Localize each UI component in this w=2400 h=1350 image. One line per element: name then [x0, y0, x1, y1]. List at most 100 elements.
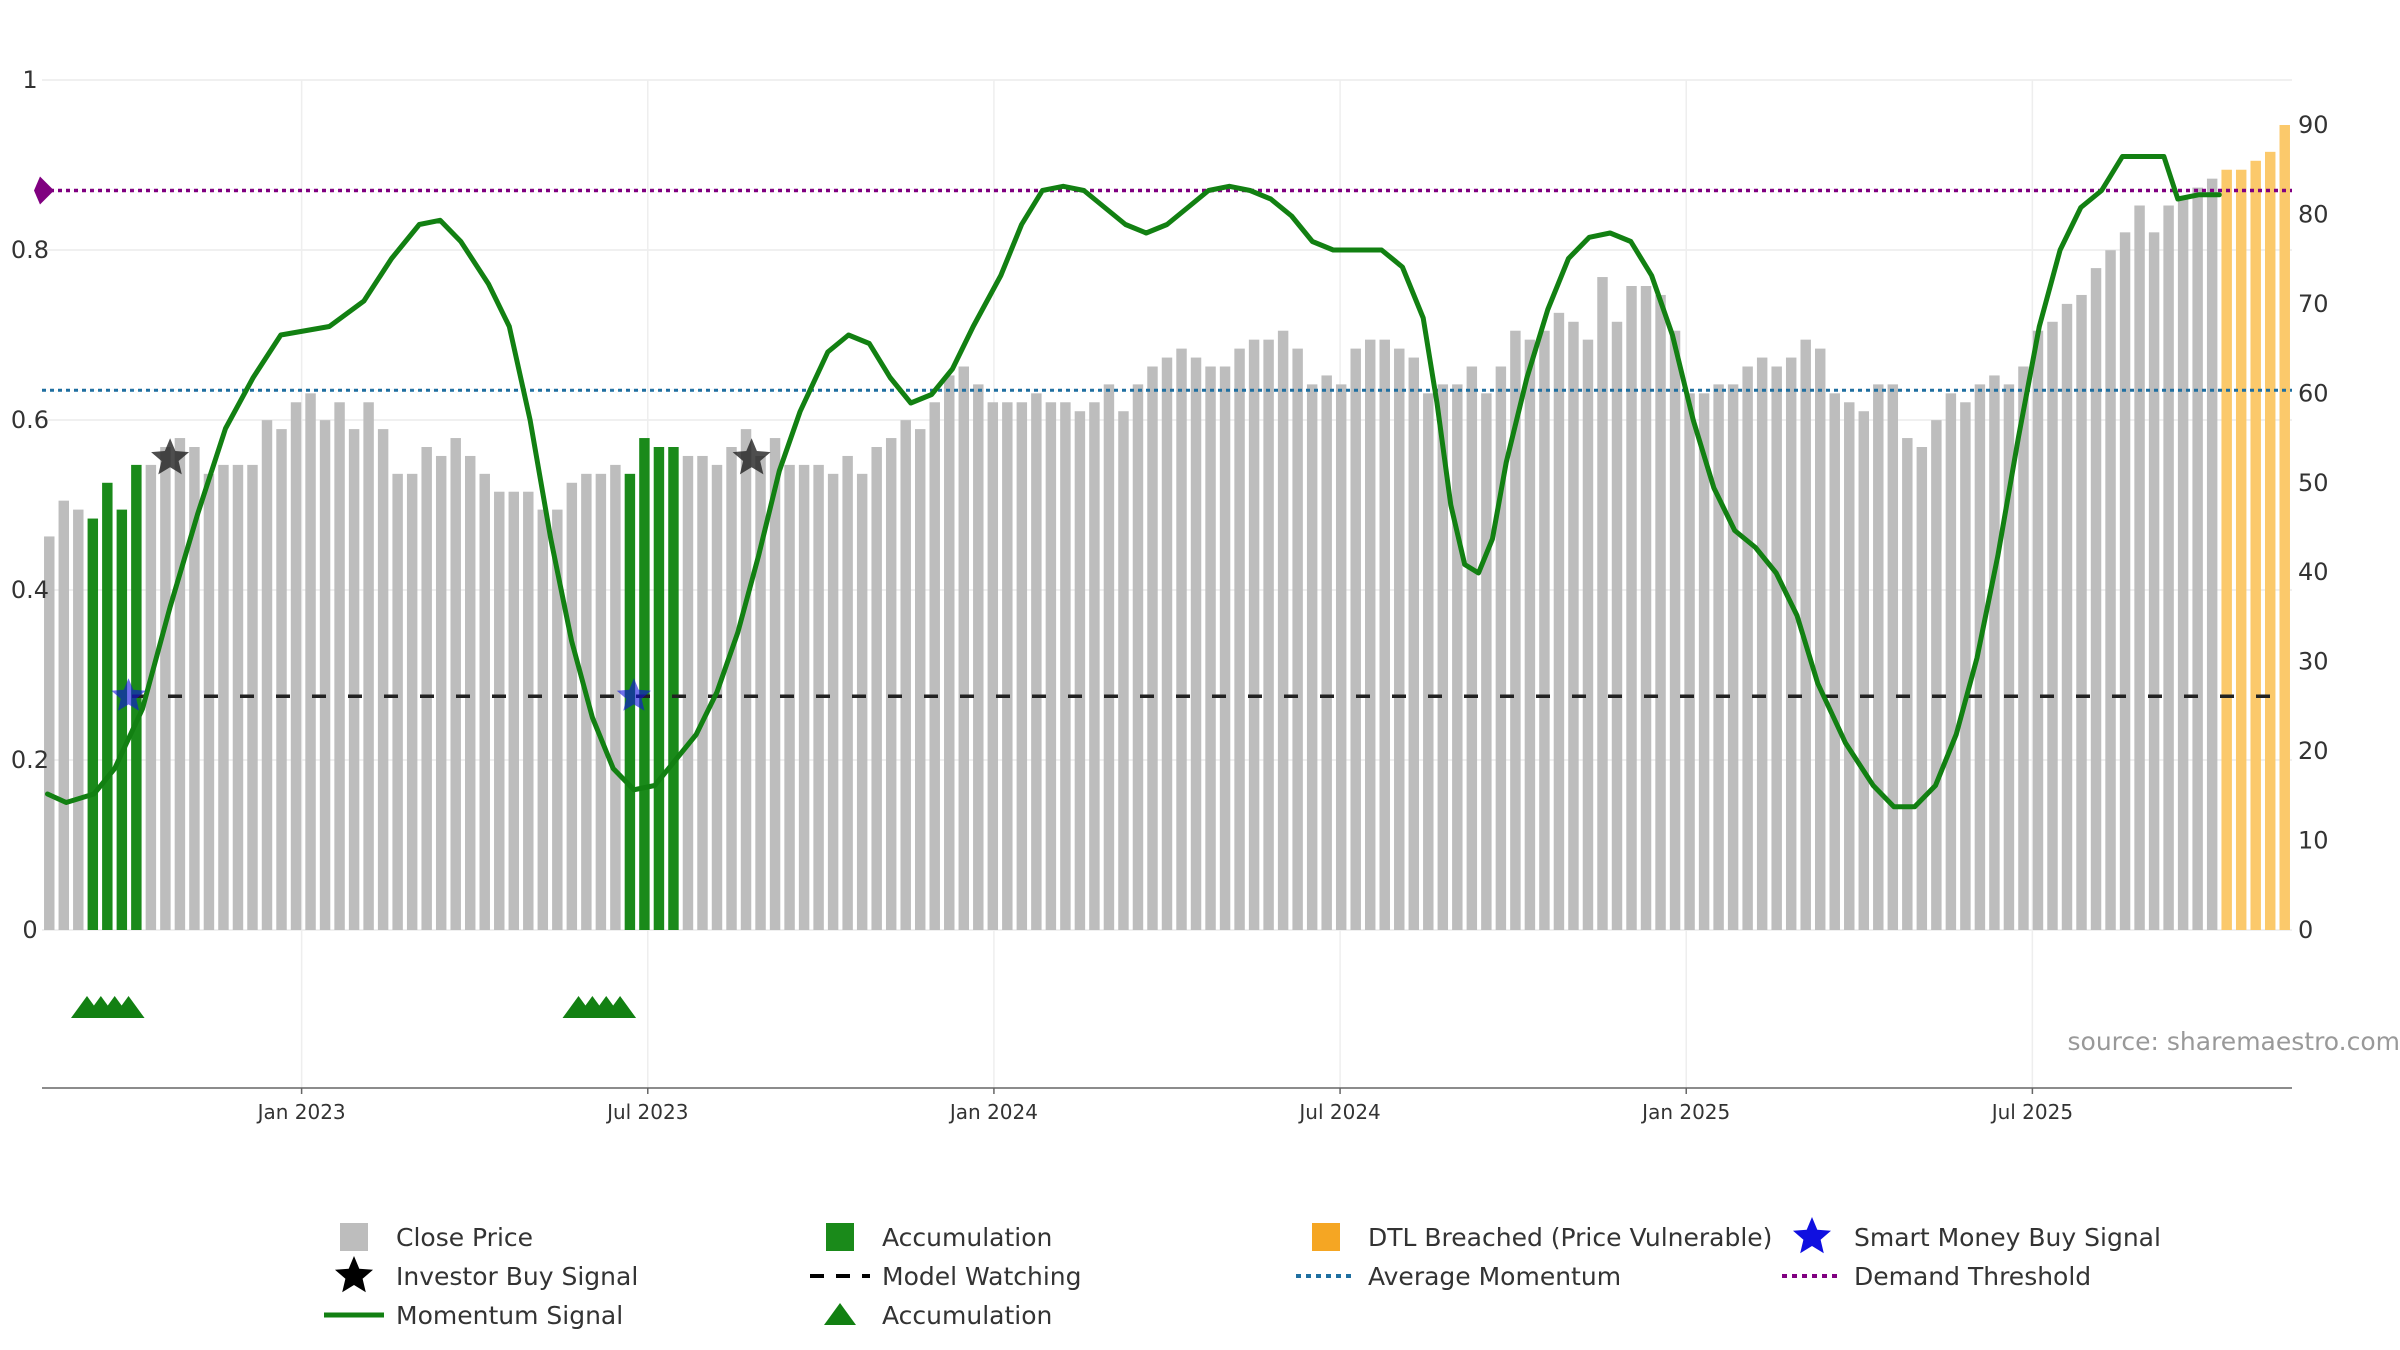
close-price-bar	[1713, 384, 1724, 930]
signal-markers	[71, 438, 771, 1018]
left-axis-tick-label: 0.4	[11, 576, 49, 604]
legend-label: Average Momentum	[1368, 1262, 1621, 1291]
close-price-bar	[1553, 312, 1565, 930]
close-price-bar	[1321, 375, 1332, 930]
smart-money-buy-signal-star	[616, 678, 651, 711]
close-price-bar	[1873, 384, 1884, 930]
momentum-signal	[45, 154, 2222, 810]
accumulation-bar	[116, 509, 128, 930]
close-price-bar	[319, 420, 331, 930]
close-price-bar	[1539, 330, 1550, 930]
close-price-bar	[2076, 294, 2087, 930]
dtl-breached-bar	[2250, 160, 2261, 930]
close-price-bar	[900, 420, 911, 930]
investor-buy-signal-star	[151, 438, 190, 475]
close-price-bar	[1147, 366, 1158, 930]
close-price-bar	[1989, 375, 2000, 930]
x-axis-tick-label: Jan 2024	[948, 1100, 1038, 1124]
close-price-bar	[73, 509, 84, 930]
close-price-bar	[1481, 393, 1492, 930]
close-price-bar	[1089, 402, 1100, 930]
close-price-bar	[566, 482, 578, 930]
close-price-bar	[305, 393, 316, 930]
legend-triangle-icon	[824, 1303, 856, 1325]
close-price-bar	[218, 464, 229, 930]
close-price-bar	[1510, 330, 1521, 930]
x-axis-tick-label: Jul 2025	[1990, 1100, 2073, 1124]
close-price-bar	[958, 366, 969, 930]
investor-buy-signal-star	[732, 438, 771, 475]
legend-label: Smart Money Buy Signal	[1854, 1223, 2161, 1252]
close-price-bar	[58, 500, 69, 930]
close-price-bar	[2177, 196, 2189, 931]
close-price-bar	[232, 464, 244, 930]
close-price-bar	[160, 447, 171, 930]
close-price-bar	[682, 455, 694, 930]
close-price-bar	[1568, 321, 1579, 930]
close-price-bar	[334, 402, 345, 930]
close-price-bar	[1582, 339, 1594, 931]
legend-label: Accumulation	[882, 1301, 1052, 1330]
legend-item: Accumulation	[826, 1223, 1052, 1252]
accumulation-bar	[653, 447, 665, 930]
accumulation-bar	[639, 438, 650, 930]
dtl-breached-bar	[2221, 169, 2232, 930]
close-price-bar	[2119, 232, 2131, 931]
close-price-bar	[363, 402, 374, 930]
accumulation-bar	[102, 482, 113, 930]
legend-item: Accumulation	[824, 1301, 1052, 1330]
left-axis-tick-label: 0.8	[11, 236, 49, 264]
close-price-bar	[1031, 393, 1042, 930]
close-price-bar	[1655, 294, 1666, 930]
close-price-bar	[697, 455, 708, 930]
close-price-bar	[798, 464, 810, 930]
legend-star-icon	[1793, 1217, 1831, 1254]
close-price-bar	[189, 447, 200, 930]
close-price-bar	[1292, 348, 1303, 931]
right-axis-tick-label: 80	[2298, 200, 2329, 228]
close-price-bar	[1190, 357, 1202, 930]
legend-item: Average Momentum	[1296, 1262, 1621, 1291]
close-price-bar	[1002, 402, 1013, 930]
legend-label: Accumulation	[882, 1223, 1052, 1252]
close-price-bar	[1611, 321, 1623, 930]
price-bars	[44, 125, 2290, 931]
reference-lines	[34, 176, 2292, 698]
x-axis-tick-label: Jul 2024	[1297, 1100, 1380, 1124]
left-axis-tick-label: 0.2	[11, 746, 49, 774]
close-price-bar	[1248, 339, 1260, 931]
legend-swatch	[1312, 1223, 1340, 1251]
close-price-bar	[421, 447, 432, 930]
close-price-bar	[755, 455, 766, 930]
legend-item: Smart Money Buy Signal	[1793, 1217, 2161, 1254]
close-price-bar	[276, 429, 287, 930]
legend-label: Demand Threshold	[1854, 1262, 2091, 1291]
momentum-signal-line	[45, 154, 2222, 810]
close-price-bar	[1524, 339, 1536, 931]
close-price-bar	[740, 429, 752, 930]
close-price-bar	[1858, 411, 1869, 930]
close-price-bar	[348, 429, 360, 930]
close-price-bar	[1597, 277, 1608, 930]
close-price-bar	[1887, 384, 1899, 930]
close-price-bar	[1118, 411, 1129, 930]
legend-item: Momentum Signal	[324, 1301, 623, 1330]
close-price-bar	[987, 402, 999, 930]
legend-label: Model Watching	[882, 1262, 1082, 1291]
close-price-bar	[1771, 366, 1782, 930]
close-price-bar	[1785, 357, 1797, 930]
legend-star-icon	[335, 1256, 373, 1293]
x-axis-tick-label: Jul 2023	[605, 1100, 688, 1124]
legend-item: Model Watching	[810, 1262, 1082, 1291]
close-price-bar	[929, 402, 940, 930]
close-price-bar	[1306, 384, 1318, 930]
close-price-bar	[1219, 366, 1231, 930]
close-price-bar	[261, 420, 273, 930]
close-price-bar	[1263, 339, 1274, 931]
close-price-bar	[1756, 357, 1768, 930]
accumulation-bar	[87, 518, 99, 930]
right-axis-tick-label: 50	[2298, 469, 2329, 497]
close-price-bar	[1640, 286, 1652, 930]
close-price-bar	[1626, 286, 1637, 930]
